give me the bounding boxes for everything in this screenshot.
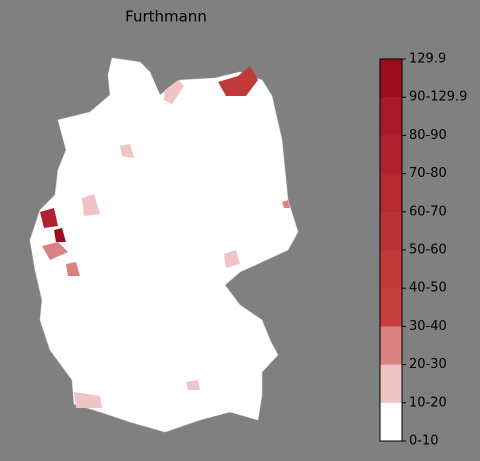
region [282,200,290,208]
colorbar-segment [380,288,402,327]
colorbar-label: 10-20 [409,395,447,410]
region [40,208,58,228]
colorbar-segment [380,326,402,366]
colorbar: 129.9 90-129.9 80-90 70-80 60-70 50-60 40-50 30… [380,52,467,449]
colorbar-label: 129.9 [409,52,446,67]
map [29,57,299,433]
region [42,242,68,260]
colorbar-segment [380,135,402,175]
region [164,80,184,104]
colorbar-frame [379,58,403,442]
colorbar-segment [380,402,402,442]
colorbar-label: 90-129.9 [409,90,467,105]
region [74,392,102,408]
colorbar-label: 20-30 [409,357,447,372]
colorbar-label: 40-50 [409,281,447,296]
colorbar-label: 80-90 [409,128,447,143]
region [224,250,240,268]
colorbar-label: 0-10 [409,434,439,449]
region [218,66,258,96]
colorbar-segment [380,173,402,213]
colorbar-segment [380,59,402,98]
colorbar-label: 50-60 [409,243,447,258]
colorbar-segment [380,211,402,251]
map-title: Furthmann [125,8,207,26]
colorbar-segment [380,97,402,136]
region [186,380,200,390]
colorbar-label: 30-40 [409,319,447,334]
colorbar-segment [380,364,402,404]
colorbar-segment [380,250,402,289]
region [120,144,134,158]
region [66,262,80,276]
country-outline [29,57,299,433]
region [54,228,66,242]
colorbar-label: 70-80 [409,166,447,181]
region [82,194,100,216]
colorbar-label: 60-70 [409,204,447,219]
